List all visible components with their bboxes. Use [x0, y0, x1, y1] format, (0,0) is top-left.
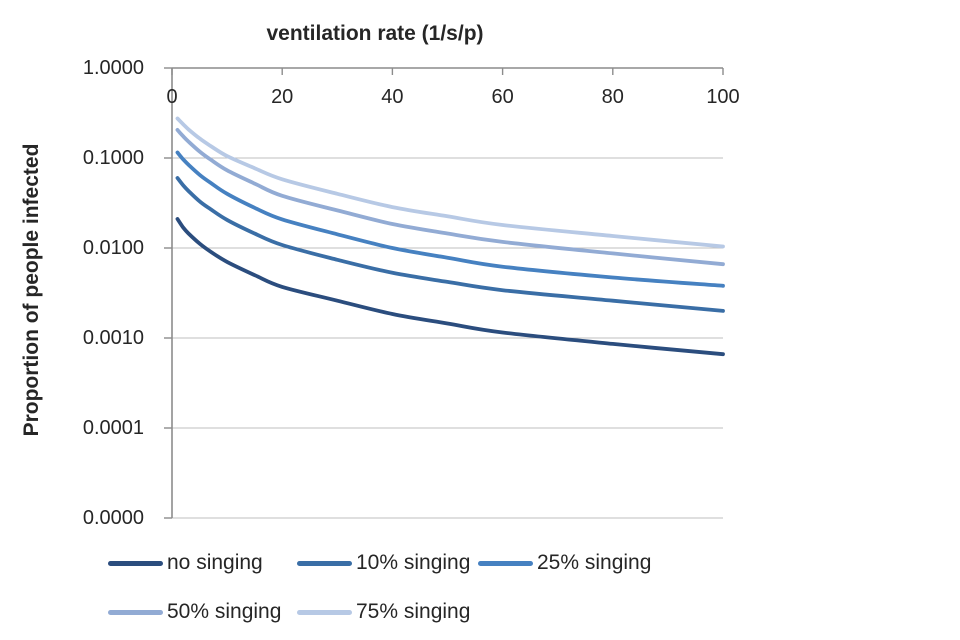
x-tick-label: 100: [706, 86, 740, 108]
legend-item-10pct-singing: 10% singing: [297, 551, 470, 575]
x-tick-label: 20: [271, 86, 294, 108]
y-tick-label: 0.1000: [82, 147, 144, 169]
legend-item-75pct-singing: 75% singing: [297, 600, 470, 624]
legend-marker-10pct-singing: [297, 560, 352, 566]
series-line-no-singing: [175, 217, 725, 357]
legend-label: 75% singing: [356, 600, 471, 623]
series-line-75pct-singing: [175, 116, 725, 249]
legend-item-no-singing: no singing: [108, 551, 263, 575]
series-line-25pct-singing: [175, 150, 725, 288]
y-tick-label: 0.0100: [82, 237, 144, 259]
legend-label: no singing: [167, 551, 263, 574]
y-tick-label: 0.0010: [82, 327, 144, 349]
series-line-50pct-singing: [175, 128, 725, 267]
x-tick-label: 80: [601, 86, 624, 108]
legend-marker-no-singing: [108, 560, 163, 566]
chart-title: ventilation rate (1/s/p): [266, 22, 484, 45]
y-tick-label: 1.0000: [82, 57, 144, 79]
legend-marker-25pct-singing: [478, 560, 533, 566]
y-tick-label: 0.0000: [82, 507, 144, 529]
legend-marker-50pct-singing: [108, 609, 163, 615]
x-tick-label: 60: [491, 86, 514, 108]
legend-label: 50% singing: [167, 600, 282, 623]
y-tick-label: 0.0001: [82, 417, 144, 439]
x-tick-label: 0: [166, 86, 178, 108]
y-axis-title: Proportion of people infected: [20, 143, 43, 437]
legend-item-50pct-singing: 50% singing: [108, 600, 281, 624]
legend-marker-75pct-singing: [297, 609, 352, 615]
series-line-10pct-singing: [175, 176, 725, 313]
legend-label: 25% singing: [537, 551, 652, 574]
x-tick-label: 40: [381, 86, 404, 108]
legend-label: 10% singing: [356, 551, 471, 574]
legend-item-25pct-singing: 25% singing: [478, 551, 651, 575]
